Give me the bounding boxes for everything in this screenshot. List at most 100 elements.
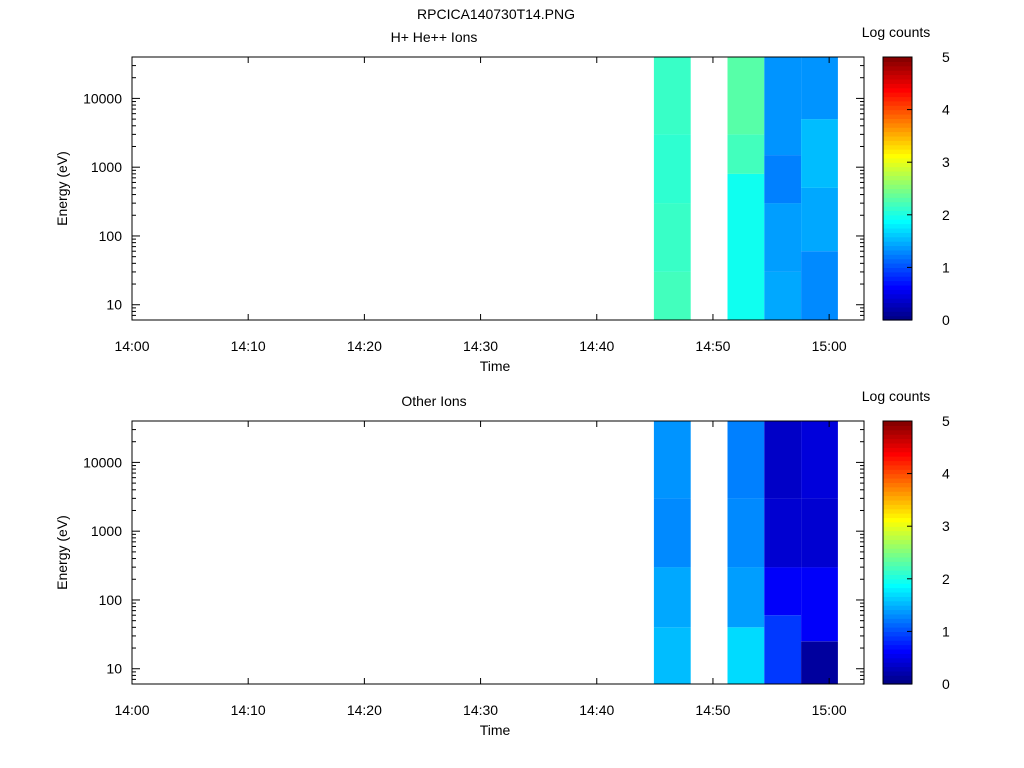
colorbar-segment [883,188,912,194]
colorbar-segment [883,70,912,76]
colorbar-segment [883,162,912,168]
colorbar-segment [883,254,912,260]
colorbar-segment [883,429,912,435]
colorbar-segment [883,258,912,264]
colorbar-segment [883,57,912,62]
x-tick-label: 14:00 [114,338,149,354]
x-tick-label: 14:50 [695,702,730,718]
y-tick-label: 1000 [91,159,122,175]
colorbar-segment [883,675,912,681]
colorbar-segment [883,482,912,488]
colorbar-segment [883,92,912,98]
y-tick-label: 1000 [91,523,122,539]
colorbar-segment [883,280,912,286]
colorbar-segment [883,644,912,650]
x-tick-label: 14:30 [463,702,498,718]
colorbar-segment [883,648,912,654]
colorbar-segment [883,78,912,84]
colorbar-segment [883,469,912,475]
colorbar-segment [883,118,912,124]
x-tick-label: 14:10 [231,702,266,718]
colorbar-segment [883,65,912,71]
heatmap-cells [653,57,838,320]
x-tick-label: 15:00 [812,702,847,718]
heatmap-cell [801,641,838,684]
colorbar-tick-label: 4 [942,466,950,482]
colorbar-segment [883,83,912,89]
colorbar-tick-label: 3 [942,154,950,170]
colorbar-segment [883,74,912,80]
colorbar-segment [883,100,912,106]
colorbar-segment [883,166,912,172]
colorbar-frame [882,420,913,685]
heatmap-cell [764,421,802,499]
y-axis-label: Energy (eV) [54,151,70,226]
y-axis-label: Energy (eV) [54,515,70,590]
colorbar-segment [883,105,912,111]
colorbar-segment [883,144,912,150]
colorbar-segment [883,201,912,207]
colorbar-tick-label: 5 [942,413,950,429]
colorbar-segment [883,534,912,540]
colorbar-segment [883,591,912,597]
panel-1: H+ He++ Ions 14:00 14:10 14:20 14:30 14:40 14:… [54,24,950,374]
colorbar-segment [883,530,912,536]
colorbar-segment [883,157,912,163]
colorbar-tick-label: 2 [942,571,950,587]
y-tick-label: 100 [99,592,123,608]
colorbar-label: Log counts [862,24,931,40]
heatmap-cell [727,57,765,135]
colorbar-segment [883,508,912,514]
heatmap-cell [727,567,765,628]
colorbar-segment [883,495,912,501]
colorbar-segment [883,263,912,268]
colorbar-segment [883,473,912,479]
heatmap-cell [727,498,765,568]
colorbar-segment [883,447,912,453]
colorbar-segment [883,249,912,255]
heatmap-cell [653,271,691,320]
heatmap-cell [801,119,838,188]
colorbar-frame [882,56,913,321]
colorbar-segment [883,609,912,615]
colorbar-segment [883,227,912,233]
colorbar-segment [883,653,912,659]
colorbar-segment [883,302,912,308]
colorbar-segment [883,206,912,212]
colorbar-segment [883,153,912,159]
heatmap-cell [764,567,802,616]
heatmap-cell [764,271,802,320]
colorbar-segment [883,311,912,317]
colorbar-segment [883,315,912,321]
heatmap-cell [653,498,691,568]
colorbar-segment [883,543,912,549]
colorbar-segment [883,192,912,198]
heatmap-cell [653,567,691,628]
x-tick-label: 15:00 [812,338,847,354]
colorbar-segment [883,127,912,133]
colorbar-tick-label: 0 [942,312,950,328]
heatmap-cells [653,421,838,684]
heatmap-cell [801,187,838,252]
heatmap-cell [764,155,802,204]
panel-title: H+ He++ Ions [391,29,478,45]
plot-frame [131,56,865,321]
heatmap-cell [653,57,691,135]
colorbar-segment [883,657,912,663]
heatmap-cell [764,203,802,272]
colorbar: 0 1 2 3 4 5 Log counts [862,388,950,692]
heatmap-cell [653,203,691,272]
heatmap-cell [764,615,802,684]
colorbar-segment [883,548,912,554]
panels: H+ He++ Ions 14:00 14:10 14:20 14:30 14:40 14:… [54,24,950,738]
heatmap-cell [653,627,691,684]
plot-frame [131,420,865,685]
colorbar-segment [883,109,912,115]
colorbar-segment [883,276,912,282]
colorbar-segment [883,640,912,646]
colorbar-tick-label: 5 [942,49,950,65]
x-tick-label: 14:00 [114,702,149,718]
colorbar-segment [883,421,912,426]
panel-2: Other Ions 14:00 14:10 14:20 14:30 14:40 14:50… [54,388,950,738]
